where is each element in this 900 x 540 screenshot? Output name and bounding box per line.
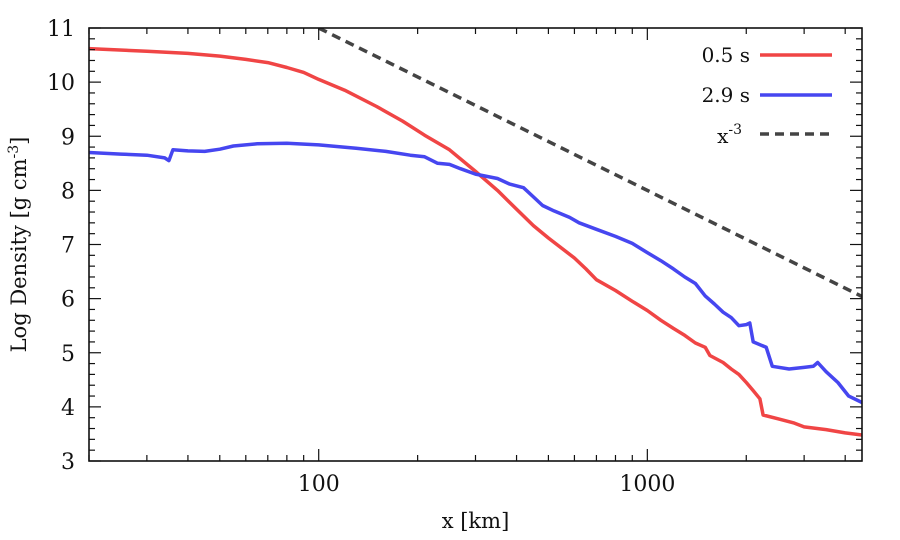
- x-tick-label-0: 100: [298, 472, 340, 497]
- tick-labels: 100 1000 3 4 5 6 7 8 9 10 11: [47, 17, 675, 497]
- y-tick-label-8: 11: [47, 17, 75, 42]
- series-line-1: [89, 141, 862, 405]
- y-tick-label-3: 6: [61, 288, 75, 313]
- x-axis-label: x [km]: [442, 509, 510, 533]
- legend: 0.5 s 2.9 s x-3: [702, 43, 832, 148]
- y-axis-label-close: ]: [7, 137, 31, 145]
- legend-label-2: x-3: [717, 122, 742, 148]
- series-line-2: [317, 28, 862, 299]
- legend-label-1: 2.9 s: [702, 83, 750, 107]
- y-tick-label-5: 8: [61, 179, 75, 204]
- axis-ticks: [88, 27, 862, 462]
- y-axis-label-main: Log Density [g cm: [7, 158, 31, 352]
- legend-label-0: 0.5 s: [702, 43, 750, 67]
- y-tick-label-2: 5: [61, 342, 75, 367]
- y-tick-label-1: 4: [61, 396, 75, 421]
- x-tick-label-1: 1000: [619, 472, 675, 497]
- y-axis-label: Log Density [g cm-3]: [6, 137, 31, 353]
- y-tick-label-4: 7: [61, 234, 75, 259]
- series-line-0: [89, 46, 862, 437]
- legend-label-2-exponent: -3: [728, 122, 742, 138]
- legend-label-2-base: x: [717, 124, 729, 148]
- y-tick-label-6: 9: [61, 125, 75, 150]
- y-tick-label-7: 10: [47, 71, 75, 96]
- plot-lines: [89, 28, 862, 437]
- y-axis-label-exponent: -3: [6, 145, 22, 159]
- y-tick-label-0: 3: [61, 450, 75, 475]
